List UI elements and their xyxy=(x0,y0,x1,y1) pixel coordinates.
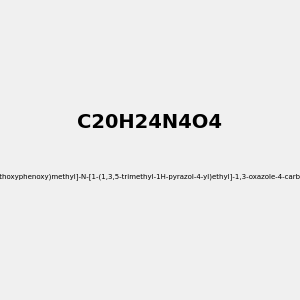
Text: 2-[(4-methoxyphenoxy)methyl]-N-[1-(1,3,5-trimethyl-1H-pyrazol-4-yl)ethyl]-1,3-ox: 2-[(4-methoxyphenoxy)methyl]-N-[1-(1,3,5… xyxy=(0,174,300,180)
Text: C20H24N4O4: C20H24N4O4 xyxy=(77,113,223,133)
